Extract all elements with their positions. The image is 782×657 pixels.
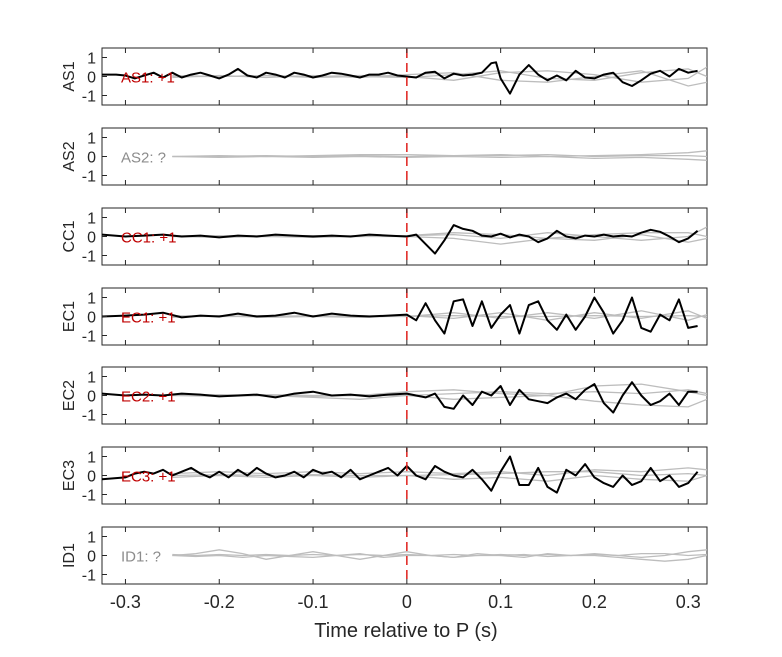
- y-tick-label: 1: [87, 530, 96, 547]
- primary-trace-line: [102, 296, 698, 335]
- y-tick-label: 0: [87, 150, 96, 167]
- station-name-label: AS1: [61, 61, 78, 91]
- panel-plot-area: [172, 129, 707, 184]
- x-axis-label: Time relative to P (s): [314, 620, 497, 642]
- y-tick-label: 0: [87, 469, 96, 486]
- station-name-label: ID1: [61, 543, 78, 568]
- polarity-label: EC2: +1: [121, 389, 176, 406]
- background-trace-line: [172, 552, 707, 557]
- x-tick-label: 0.3: [676, 592, 701, 612]
- background-trace-line: [172, 474, 707, 482]
- y-tick-label: 0: [87, 230, 96, 247]
- x-tick-label: -0.1: [298, 592, 329, 612]
- y-tick-label: 0: [87, 549, 96, 566]
- y-tick-label: 1: [87, 51, 96, 68]
- polarity-label: EC1: +1: [121, 310, 176, 327]
- station-name-label: AS2: [61, 141, 78, 171]
- background-trace-line: [172, 389, 707, 397]
- station-name-label: EC2: [61, 380, 78, 411]
- background-trace-line: [172, 310, 707, 321]
- x-tick-label: -0.2: [204, 592, 235, 612]
- y-tick-label: 1: [87, 291, 96, 308]
- y-tick-label: -1: [82, 89, 96, 106]
- y-tick-label: -1: [82, 488, 96, 505]
- panel-plot-area: [172, 528, 707, 583]
- panel-plot-area: [102, 289, 707, 344]
- background-trace-line: [172, 552, 707, 562]
- polarity-label: AS1: +1: [121, 70, 175, 87]
- polarity-label: ID1: ?: [121, 549, 161, 566]
- primary-trace-line: [102, 381, 698, 414]
- polarity-label: EC3: +1: [121, 469, 176, 486]
- x-tick-label: 0.2: [582, 592, 607, 612]
- y-tick-label: -1: [82, 568, 96, 585]
- x-tick-label: 0.1: [488, 592, 513, 612]
- y-tick-label: -1: [82, 169, 96, 186]
- background-trace-line: [172, 153, 707, 158]
- y-tick-label: -1: [82, 408, 96, 425]
- y-tick-label: 1: [87, 370, 96, 387]
- polarity-label: CC1: +1: [121, 230, 176, 247]
- background-trace-line: [172, 155, 707, 161]
- y-tick-label: 1: [87, 450, 96, 467]
- y-tick-label: 0: [87, 70, 96, 87]
- x-tick-label: -0.3: [110, 592, 141, 612]
- y-tick-label: 1: [87, 131, 96, 148]
- primary-trace-line: [102, 224, 699, 255]
- station-name-label: EC1: [61, 301, 78, 332]
- panel-plot-area: [102, 209, 707, 264]
- station-name-label: CC1: [61, 220, 78, 252]
- x-tick-label: 0: [402, 592, 412, 612]
- y-tick-label: 0: [87, 310, 96, 327]
- panel-plot-area: [102, 448, 707, 503]
- panel-plot-area: [102, 49, 707, 104]
- station-name-label: EC3: [61, 460, 78, 491]
- polarity-label: AS2: ?: [121, 150, 166, 167]
- x-axis: -0.3 -0.2 -0.1 0 0.1 0.2 0.3: [110, 592, 701, 612]
- panel-plot-area: [102, 368, 707, 423]
- y-tick-label: 1: [87, 211, 96, 228]
- primary-trace-line: [102, 61, 698, 95]
- y-tick-label: -1: [82, 249, 96, 266]
- y-tick-label: 0: [87, 389, 96, 406]
- y-tick-label: -1: [82, 329, 96, 346]
